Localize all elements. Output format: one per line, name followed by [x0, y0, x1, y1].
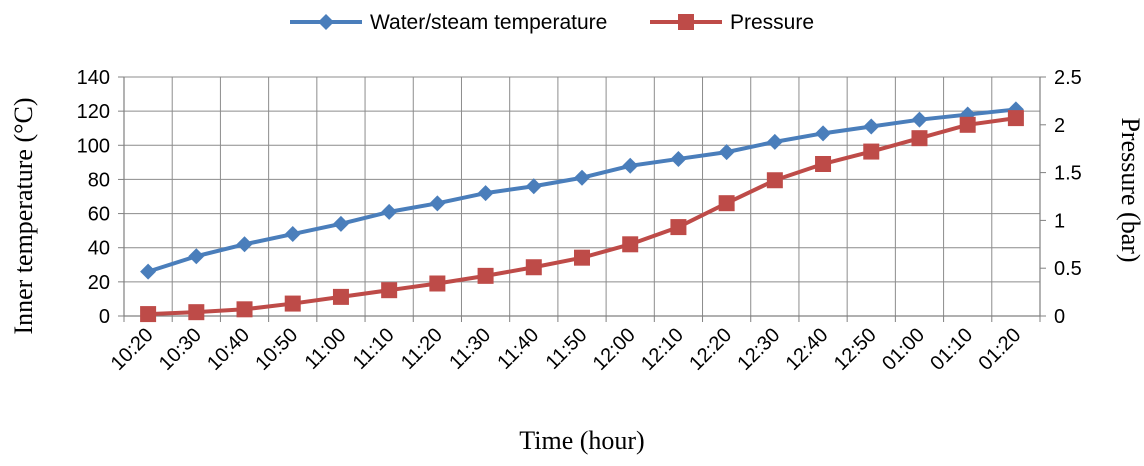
pressure-point: [718, 195, 735, 212]
pressure-point: [188, 304, 205, 321]
y-right-tick-label: 2.5: [1054, 67, 1082, 89]
temperature-point: [574, 169, 590, 186]
pressure-point: [863, 143, 880, 160]
legend: Water/steam temperature Pressure: [290, 11, 814, 34]
pressure-point: [574, 249, 590, 266]
legend-pressure-label: Pressure: [730, 11, 814, 34]
pressure-point: [815, 155, 832, 172]
y-left-tick-label: 80: [88, 169, 110, 191]
y-axis-left-title: Inner temperature (°C): [9, 97, 38, 334]
pressure-point: [429, 275, 446, 292]
pressure-series-line: [148, 116, 1017, 317]
temperature-point: [236, 236, 253, 253]
temperature-point: [670, 150, 687, 167]
temperature-point: [863, 118, 880, 135]
x-tick-label: 10:40: [203, 324, 254, 375]
temperature-point: [284, 226, 301, 243]
pressure-point: [477, 267, 494, 284]
temperature-point: [188, 248, 205, 265]
pressure-point: [622, 236, 639, 253]
grid: [123, 76, 1041, 317]
temperature-point: [622, 157, 639, 174]
temperature-point: [766, 133, 783, 150]
legend-pressure-marker: [678, 14, 694, 30]
x-tick-label: 12:40: [782, 324, 833, 375]
y-left-tick-label: 0: [99, 306, 110, 328]
x-tick-label: 10:50: [251, 324, 302, 375]
y-right-tick-label: 0: [1054, 306, 1065, 328]
x-tick-label: 12:10: [637, 324, 688, 375]
x-tick-label: 01:00: [878, 324, 929, 375]
y-axis-right-title: Pressure (bar): [1116, 117, 1144, 262]
x-tick-label: 11:30: [445, 324, 495, 374]
y-right-tick-label: 1: [1054, 210, 1065, 232]
x-tick-label: 11:20: [397, 324, 447, 374]
x-tick-label: 11:10: [349, 324, 399, 374]
pressure-point: [959, 116, 976, 133]
temperature-point: [525, 178, 542, 195]
legend-temperature-marker: [318, 14, 334, 30]
x-tick-label: 01:10: [926, 324, 977, 375]
y-right-tick-label: 0.5: [1054, 258, 1082, 280]
x-tick-label: 11:00: [301, 324, 351, 374]
x-tick-label: 12:00: [589, 324, 640, 375]
y-right-tick-label: 1.5: [1054, 163, 1082, 185]
y-left-tick-label: 100: [77, 135, 110, 157]
x-tick-label: 10:30: [155, 324, 206, 375]
series-area: [140, 101, 1024, 323]
x-tick-label: 12:20: [685, 324, 736, 375]
y-left-tick-label: 20: [88, 272, 110, 294]
y-left-tick-label: 140: [77, 67, 110, 89]
pressure-point: [140, 306, 157, 323]
x-tick-label: 11:50: [542, 324, 592, 374]
x-tick-label: 11:40: [493, 324, 543, 374]
legend-temperature-label: Water/steam temperature: [370, 11, 607, 34]
temperature-point: [815, 125, 832, 142]
pressure-point: [525, 259, 542, 276]
x-tick-label: 12:30: [733, 324, 784, 375]
pressure-point: [1007, 110, 1024, 127]
temperature-point: [381, 203, 398, 220]
pressure-point: [332, 288, 349, 305]
pressure-point: [236, 301, 253, 318]
pressure-point: [284, 295, 301, 312]
temperature-point: [332, 215, 349, 232]
temperature-point: [477, 185, 494, 202]
x-tick-label: 01:20: [974, 324, 1025, 375]
axes: 0 20 40 60 80 100 120 140 0 0.5 1 1.5 2 2.5 10:2010:30…: [77, 67, 1082, 375]
x-tick-label: 12:50: [830, 324, 881, 375]
temperature-point: [429, 195, 446, 212]
x-axis-title: Time (hour): [519, 426, 644, 455]
pressure-point: [766, 172, 783, 189]
y-left-tick-label: 40: [88, 238, 110, 260]
pressure-point: [670, 219, 687, 236]
x-tick-label: 10:20: [107, 324, 158, 375]
temperature-point: [718, 144, 735, 161]
pressure-point: [911, 130, 928, 147]
y-right-tick-label: 2: [1054, 115, 1065, 137]
temperature-point: [140, 263, 157, 280]
y-left-tick-label: 60: [88, 204, 110, 226]
temperature-point: [911, 111, 928, 128]
y-left-tick-label: 120: [77, 101, 110, 123]
pressure-point: [381, 282, 398, 299]
